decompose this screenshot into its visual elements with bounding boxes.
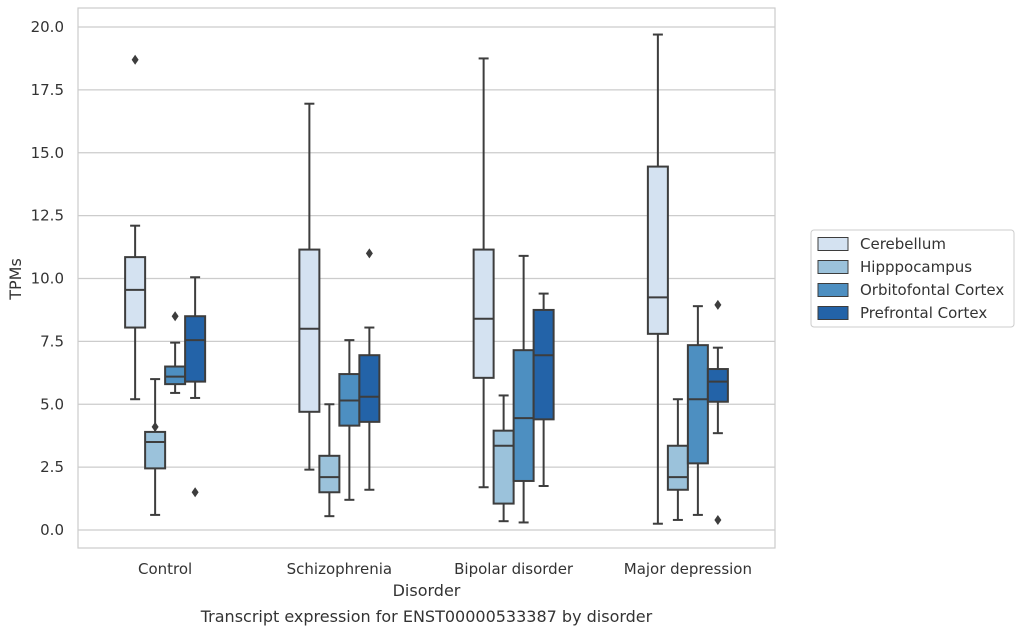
outlier-point <box>151 421 159 432</box>
legend-label: Cerebellum <box>860 235 946 253</box>
box-orbitofontal-cortex <box>512 254 535 524</box>
box-hipppocampus <box>144 378 167 516</box>
box-iqr <box>532 308 555 421</box>
x-tick-label: Schizophrenia <box>287 560 392 578</box>
legend-label: Prefrontal Cortex <box>860 304 987 322</box>
legend-frame <box>810 229 1015 328</box>
box-iqr <box>164 365 187 386</box>
legend-label: Hipppocampus <box>860 258 972 276</box>
box-orbitofontal-cortex <box>164 311 187 394</box>
box-hipppocampus <box>666 398 689 521</box>
plot-frame <box>77 7 776 549</box>
box-iqr <box>512 349 535 482</box>
box-orbitofontal-cortex <box>686 305 709 516</box>
box-prefrontal-cortex <box>184 276 207 498</box>
box-prefrontal-cortex <box>532 292 555 487</box>
box-iqr <box>144 430 167 470</box>
x-tick-label: Control <box>138 560 192 578</box>
y-tick-labels: 0.0 2.5 5.0 7.5 10.0 12.5 15.0 17.5 20.0 <box>31 18 64 539</box>
box-cerebellum <box>124 54 147 401</box>
box-orbitofontal-cortex <box>338 339 361 501</box>
y-tick-label: 10.0 <box>31 270 64 288</box>
y-tick-label: 12.5 <box>31 207 64 225</box>
outlier-point <box>131 54 139 65</box>
x-tick-label: Major depression <box>624 560 752 578</box>
outlier-point <box>365 248 373 259</box>
y-tick-label: 17.5 <box>31 81 64 99</box>
legend-label: Orbitofontal Cortex <box>860 281 1004 299</box>
box-cerebellum <box>472 57 495 489</box>
box-iqr <box>124 256 147 329</box>
y-tick-label: 7.5 <box>40 332 64 350</box>
outlier-point <box>171 311 179 322</box>
box-iqr <box>646 165 669 335</box>
y-tick-label: 2.5 <box>40 458 64 476</box>
x-axis-label: Disorder <box>393 581 461 600</box>
legend-swatch <box>817 283 849 297</box>
legend-swatch <box>817 260 849 274</box>
box-iqr <box>686 344 709 465</box>
boxes <box>124 33 729 525</box>
outlier-point <box>714 299 722 310</box>
box-iqr <box>706 368 729 403</box>
figure-caption: Transcript expression for ENST0000053338… <box>200 607 653 626</box>
outlier-point <box>191 487 199 498</box>
outlier-point <box>714 514 722 525</box>
box-hipppocampus <box>492 394 515 523</box>
box-iqr <box>666 444 689 491</box>
box-prefrontal-cortex <box>706 299 729 525</box>
y-axis-label: TPMs <box>6 258 25 301</box>
x-tick-label: Bipolar disorder <box>454 560 574 578</box>
box-iqr <box>492 429 515 505</box>
box-iqr <box>318 454 341 494</box>
legend: Cerebellum Hipppocampus Orbitofontal Corte… <box>810 229 1015 328</box>
box-hipppocampus <box>318 403 341 518</box>
x-tick-labels: Control Schizophrenia Bipolar disorder Majo… <box>138 560 752 578</box>
box-cerebellum <box>298 102 321 471</box>
box-iqr <box>184 315 207 383</box>
box-iqr <box>472 248 495 379</box>
box-iqr <box>298 248 321 413</box>
y-tick-label: 5.0 <box>40 395 64 413</box>
y-tick-label: 20.0 <box>31 18 64 36</box>
y-tick-label: 0.0 <box>40 521 64 539</box>
legend-swatch <box>817 237 849 251</box>
legend-swatch <box>817 306 849 320</box>
box-prefrontal-cortex <box>358 248 381 491</box>
box-iqr <box>358 354 381 423</box>
box-cerebellum <box>646 33 669 525</box>
y-tick-label: 15.0 <box>31 144 64 162</box>
